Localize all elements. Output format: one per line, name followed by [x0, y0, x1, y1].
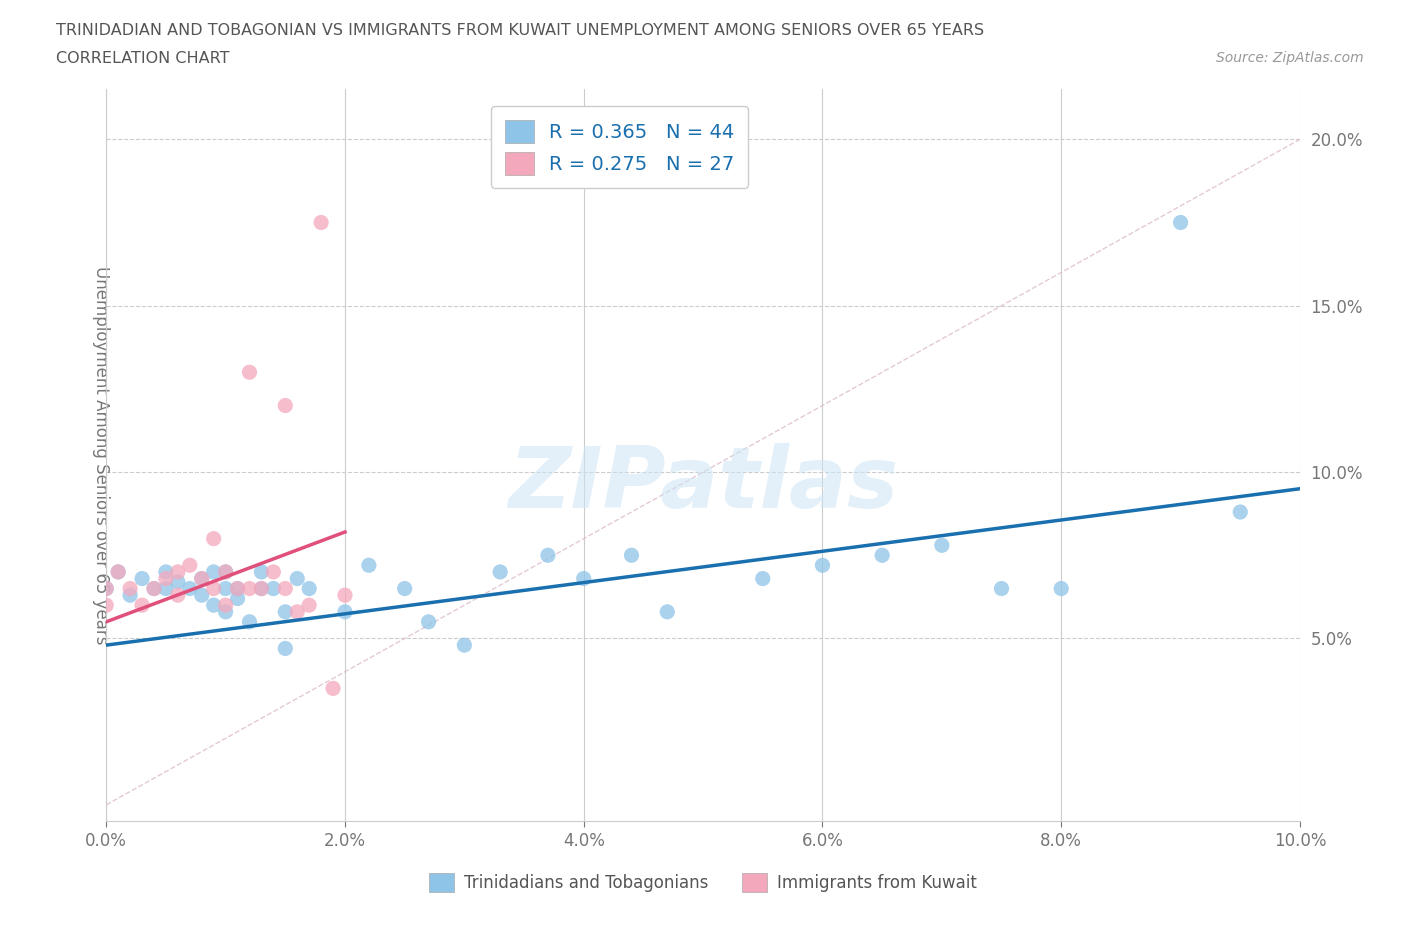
Point [190, 588, 212, 603]
Point [262, 565, 284, 579]
Point [250, 565, 273, 579]
Point [274, 398, 297, 413]
Point [1170, 215, 1192, 230]
Point [811, 558, 834, 573]
Point [167, 575, 190, 590]
Point [131, 571, 153, 586]
Point [418, 615, 440, 630]
Point [657, 604, 679, 619]
Y-axis label: Unemployment Among Seniors over 65 years: Unemployment Among Seniors over 65 years [93, 266, 110, 644]
Point [131, 598, 153, 613]
Point [752, 571, 775, 586]
Point [155, 581, 177, 596]
Point [202, 581, 225, 596]
Point [274, 581, 297, 596]
Point [214, 598, 236, 613]
Point [190, 571, 212, 586]
Point [298, 581, 321, 596]
Legend: R = 0.365   N = 44, R = 0.275   N = 27: R = 0.365 N = 44, R = 0.275 N = 27 [491, 106, 748, 188]
Point [155, 571, 177, 586]
Point [202, 531, 225, 546]
Point [238, 365, 260, 379]
Point [620, 548, 643, 563]
Point [226, 581, 249, 596]
Point [179, 581, 201, 596]
Legend: Trinidadians and Tobagonians, Immigrants from Kuwait: Trinidadians and Tobagonians, Immigrants… [423, 866, 983, 898]
Text: ZIPatlas: ZIPatlas [508, 444, 898, 526]
Text: CORRELATION CHART: CORRELATION CHART [56, 51, 229, 66]
Point [167, 588, 190, 603]
Point [322, 681, 344, 696]
Point [190, 571, 212, 586]
Point [1229, 505, 1251, 520]
Point [357, 558, 380, 573]
Point [214, 565, 236, 579]
Text: TRINIDADIAN AND TOBAGONIAN VS IMMIGRANTS FROM KUWAIT UNEMPLOYMENT AMONG SENIORS : TRINIDADIAN AND TOBAGONIAN VS IMMIGRANTS… [56, 23, 984, 38]
Point [120, 581, 142, 596]
Point [155, 565, 177, 579]
Point [214, 565, 236, 579]
Point [107, 565, 129, 579]
Point [143, 581, 166, 596]
Point [202, 598, 225, 613]
Point [179, 558, 201, 573]
Point [1050, 581, 1073, 596]
Point [167, 565, 190, 579]
Point [333, 588, 356, 603]
Point [226, 581, 249, 596]
Point [107, 565, 129, 579]
Point [226, 591, 249, 606]
Point [262, 581, 284, 596]
Point [202, 565, 225, 579]
Point [285, 571, 308, 586]
Point [572, 571, 595, 586]
Point [238, 615, 260, 630]
Point [537, 548, 560, 563]
Point [250, 581, 273, 596]
Point [214, 581, 236, 596]
Point [990, 581, 1012, 596]
Point [274, 641, 297, 656]
Point [298, 598, 321, 613]
Point [285, 604, 308, 619]
Point [489, 565, 512, 579]
Point [333, 604, 356, 619]
Point [96, 598, 118, 613]
Point [870, 548, 893, 563]
Point [96, 581, 118, 596]
Point [214, 604, 236, 619]
Text: Source: ZipAtlas.com: Source: ZipAtlas.com [1216, 51, 1364, 65]
Point [309, 215, 332, 230]
Point [274, 604, 297, 619]
Point [143, 581, 166, 596]
Point [394, 581, 416, 596]
Point [250, 581, 273, 596]
Point [453, 638, 475, 653]
Point [120, 588, 142, 603]
Point [238, 581, 260, 596]
Point [931, 538, 953, 552]
Point [96, 581, 118, 596]
